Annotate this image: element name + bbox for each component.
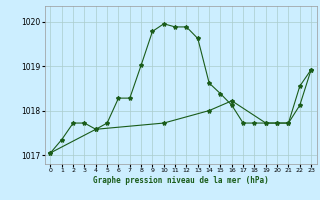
- X-axis label: Graphe pression niveau de la mer (hPa): Graphe pression niveau de la mer (hPa): [93, 176, 269, 185]
